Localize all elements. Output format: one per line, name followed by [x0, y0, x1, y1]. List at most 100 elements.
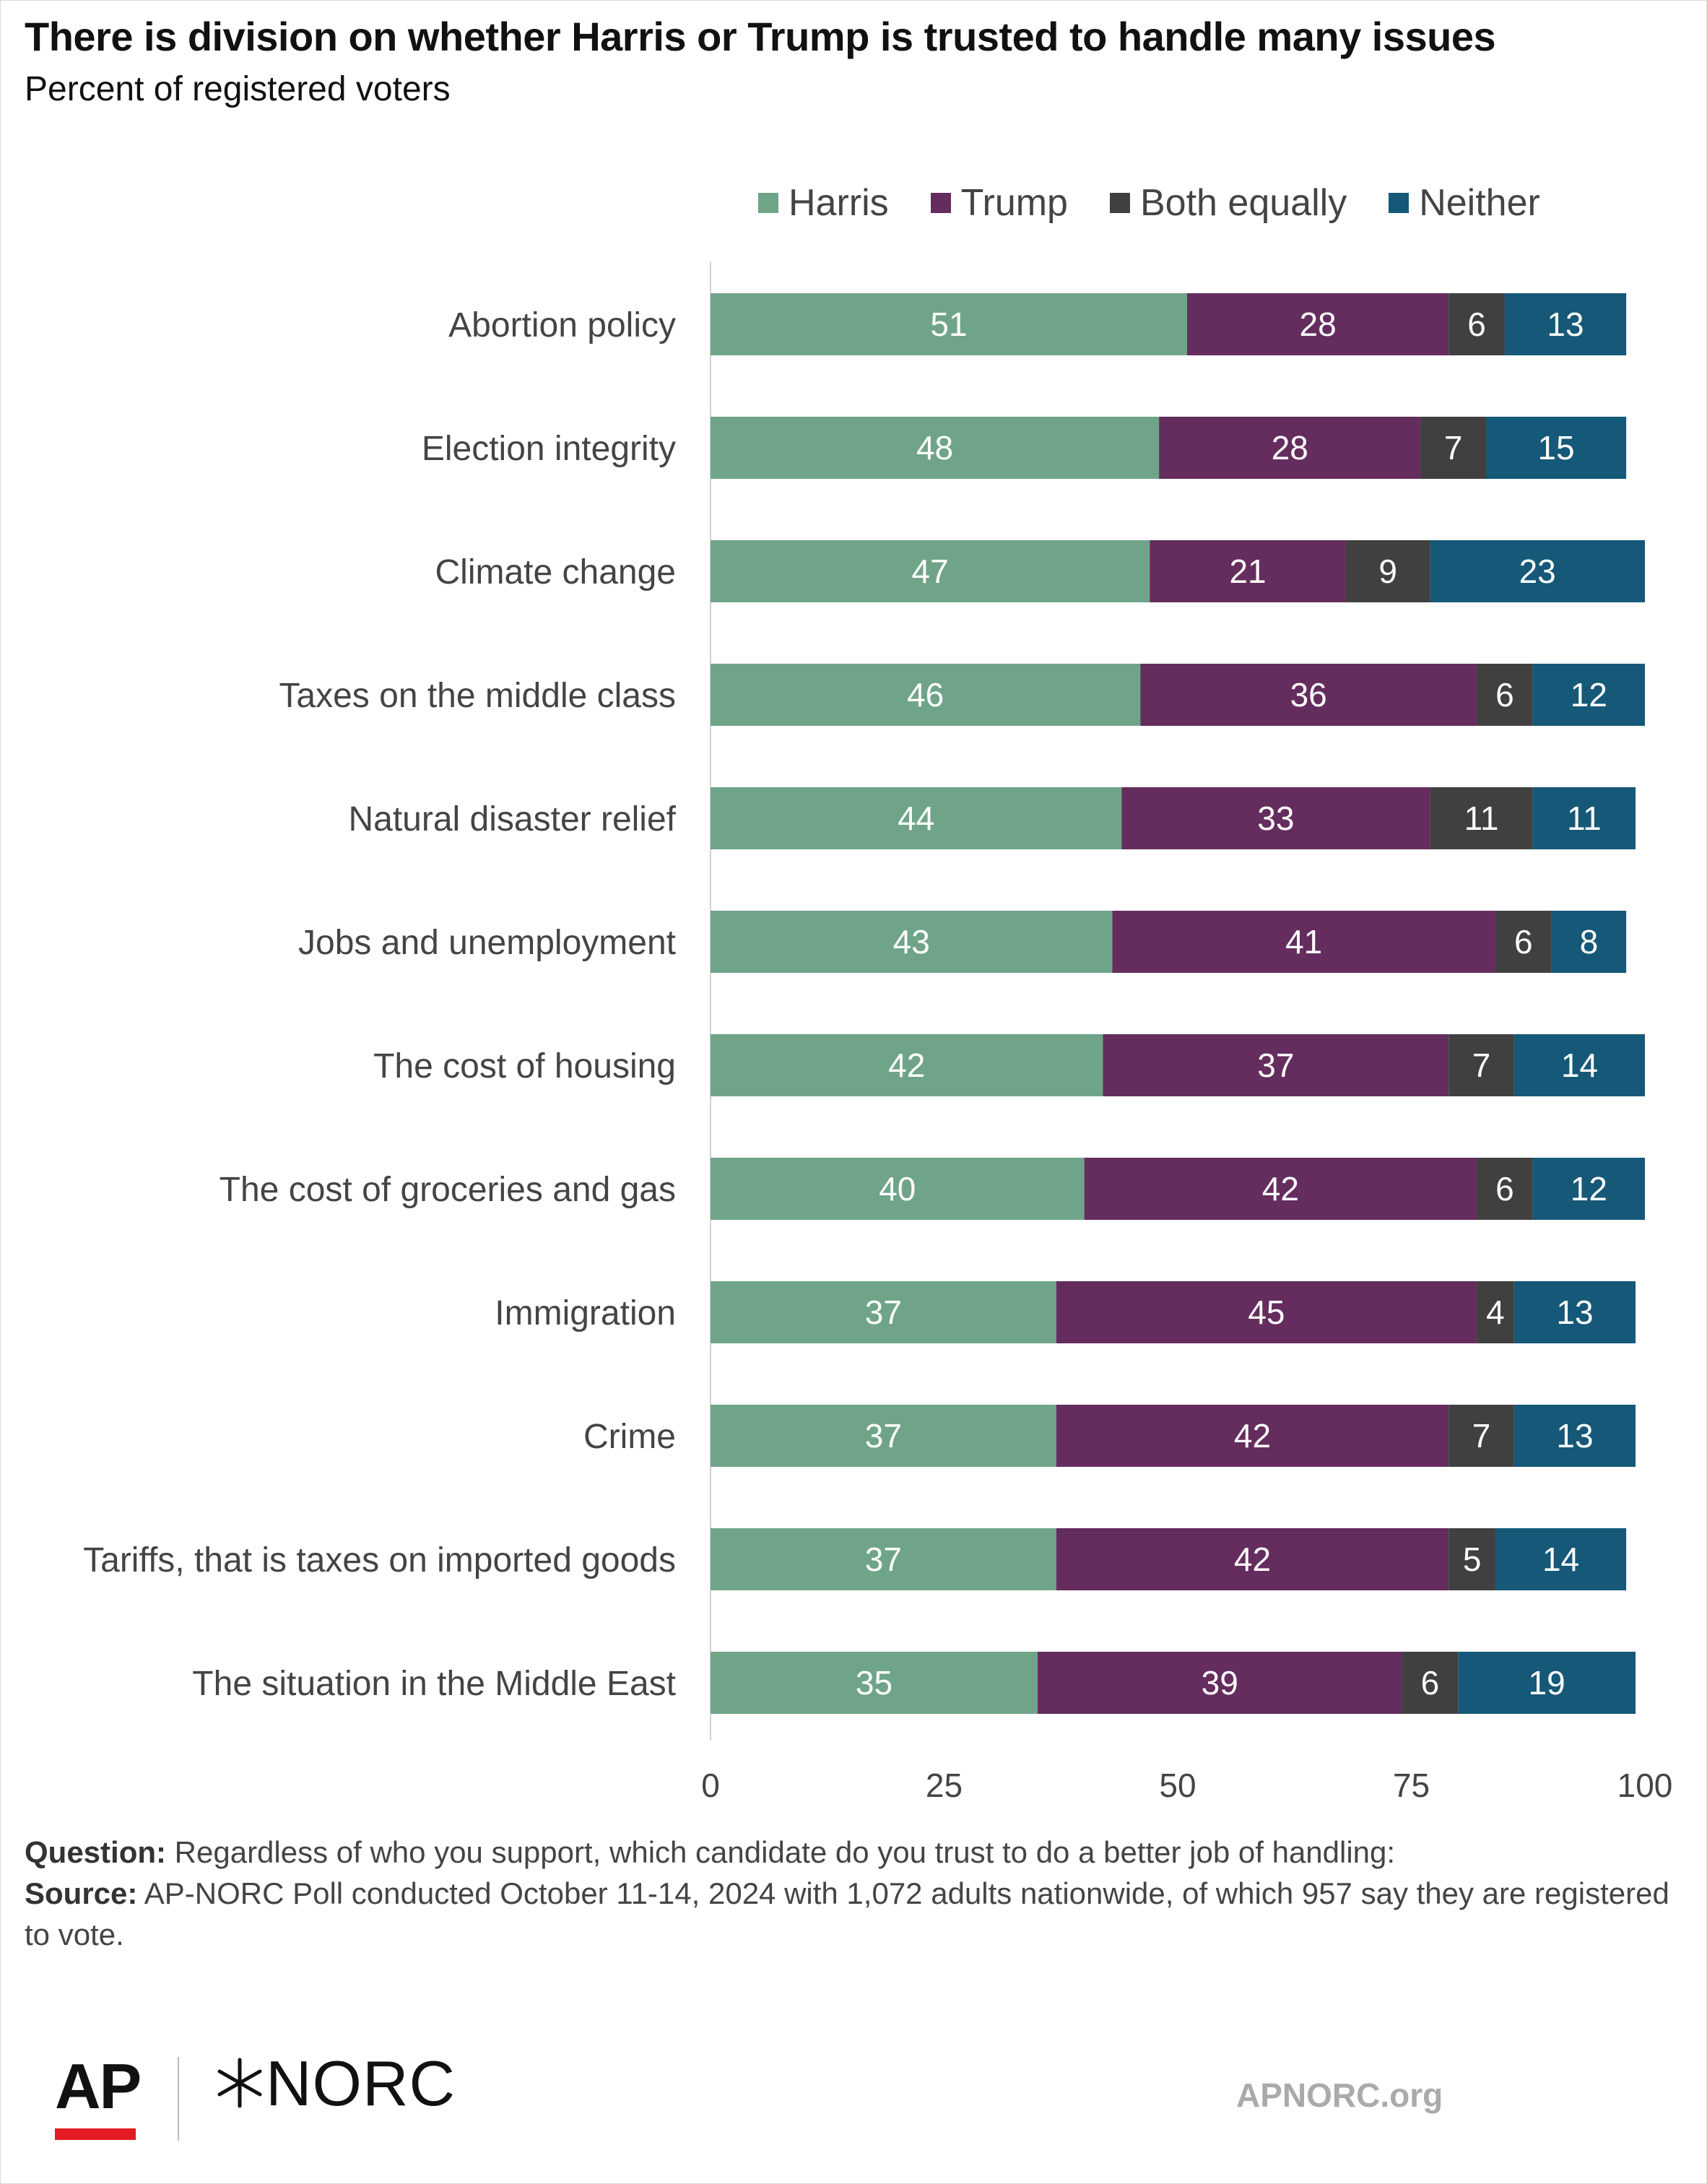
data-label: 13: [1556, 1294, 1593, 1331]
data-label: 33: [1257, 800, 1294, 837]
data-label: 39: [1202, 1664, 1238, 1702]
bar-segment: [1056, 1528, 1449, 1590]
bar-segment: [1532, 664, 1645, 726]
question-text: Regardless of who you support, which can…: [166, 1835, 1396, 1869]
data-label: 8: [1580, 923, 1599, 961]
data-label: 35: [856, 1664, 892, 1702]
bar-segment: [1448, 1034, 1514, 1096]
data-label: 23: [1519, 552, 1556, 590]
bar-segment: [711, 417, 1160, 479]
data-label: 7: [1444, 429, 1463, 467]
bar-segment: [1448, 1528, 1495, 1590]
data-label: 37: [865, 1540, 902, 1578]
data-label: 42: [888, 1046, 925, 1084]
data-label: 6: [1421, 1664, 1440, 1702]
data-label: 6: [1495, 676, 1514, 714]
norc-star-icon: [217, 2058, 262, 2108]
data-label: 37: [865, 1417, 902, 1455]
legend-swatch: [758, 193, 778, 213]
data-label: 6: [1495, 1170, 1514, 1208]
data-label: 48: [916, 429, 953, 467]
data-label: 37: [1257, 1046, 1294, 1084]
question-label: Question:: [25, 1835, 166, 1869]
bar-segment: [1551, 911, 1627, 973]
x-tick-label: 50: [1159, 1767, 1196, 1804]
legend-label: Both equally: [1139, 182, 1347, 224]
ap-logo-underline: [55, 2128, 136, 2140]
source-label: Source:: [25, 1876, 138, 1910]
bar-segment: [1495, 911, 1552, 973]
x-tick-label: 25: [926, 1767, 963, 1804]
legend-label: Neither: [1419, 182, 1540, 224]
data-label: 4: [1486, 1294, 1505, 1331]
bar-segment: [1477, 664, 1533, 726]
bar-segment: [1513, 1405, 1636, 1467]
bar-segment: [1056, 1405, 1449, 1467]
legend-item: Both equally: [1109, 181, 1347, 225]
data-label: 11: [1567, 800, 1602, 837]
category-label: Abortion policy: [448, 306, 676, 344]
bar-segment: [711, 1405, 1056, 1467]
bar-segment: [711, 787, 1122, 849]
data-label: 44: [898, 800, 934, 837]
data-label: 13: [1547, 306, 1584, 343]
data-label: 45: [1248, 1294, 1285, 1331]
category-label: Natural disaster relief: [348, 800, 676, 838]
bar-segment: [1504, 293, 1627, 355]
data-label: 5: [1463, 1540, 1482, 1578]
bar-segment: [1345, 540, 1430, 602]
data-label: 46: [907, 676, 944, 714]
legend-item: Trump: [930, 181, 1068, 225]
question-note: Question: Regardless of who you support,…: [25, 1832, 1685, 1873]
category-label: Jobs and unemployment: [298, 924, 676, 962]
bar-segment: [1448, 1405, 1514, 1467]
data-label: 42: [1234, 1417, 1271, 1455]
category-label: The cost of housing: [373, 1047, 676, 1086]
category-label: Immigration: [495, 1294, 676, 1332]
x-tick-label: 100: [1617, 1767, 1673, 1804]
data-label: 47: [912, 552, 949, 590]
legend-label: Harris: [789, 182, 889, 224]
bar-segment: [1477, 1281, 1514, 1343]
data-label: 7: [1472, 1417, 1491, 1455]
data-label: 42: [1262, 1170, 1299, 1208]
data-label: 21: [1229, 552, 1266, 590]
legend-item: Neither: [1389, 181, 1540, 225]
bar-segment: [711, 1034, 1103, 1096]
data-label: 36: [1290, 676, 1327, 714]
category-label: The cost of groceries and gas: [220, 1171, 676, 1209]
bar-segment: [1150, 540, 1346, 602]
data-label: 28: [1300, 306, 1337, 343]
bar-segment: [1477, 1158, 1533, 1220]
data-label: 13: [1556, 1417, 1593, 1455]
chart-title: There is division on whether Harris or T…: [25, 14, 1496, 59]
footnote: Question: Regardless of who you support,…: [25, 1832, 1685, 1955]
data-label: 42: [1234, 1540, 1271, 1578]
category-label: Tariffs, that is taxes on imported goods: [83, 1541, 676, 1580]
data-label: 43: [893, 923, 930, 961]
chart-legend: Harris Trump Both equally Neither: [758, 178, 1582, 228]
data-label: 19: [1529, 1664, 1565, 1702]
data-label: 6: [1467, 306, 1486, 343]
bar-segment: [1448, 293, 1505, 355]
source-text: AP-NORC Poll conducted October 11-14, 20…: [25, 1876, 1669, 1951]
bar-segment: [711, 664, 1141, 726]
data-label: 37: [865, 1294, 902, 1331]
bar-segment: [1112, 911, 1495, 973]
bar-segment: [1037, 1652, 1402, 1714]
bar-segment: [1084, 1158, 1477, 1220]
legend-swatch: [1389, 193, 1410, 213]
data-label: 14: [1561, 1046, 1598, 1084]
data-label: 9: [1378, 552, 1397, 590]
category-label: Crime: [583, 1418, 676, 1456]
data-label: 6: [1514, 923, 1533, 961]
x-tick-label: 0: [701, 1767, 720, 1804]
data-label: 11: [1464, 800, 1499, 837]
category-label: The situation in the Middle East: [192, 1665, 676, 1703]
bar-segment: [1430, 540, 1645, 602]
category-label: Climate change: [435, 553, 676, 592]
data-label: 28: [1272, 429, 1308, 467]
data-label: 40: [879, 1170, 916, 1208]
data-label: 12: [1571, 676, 1607, 714]
bar-segment: [1121, 787, 1430, 849]
